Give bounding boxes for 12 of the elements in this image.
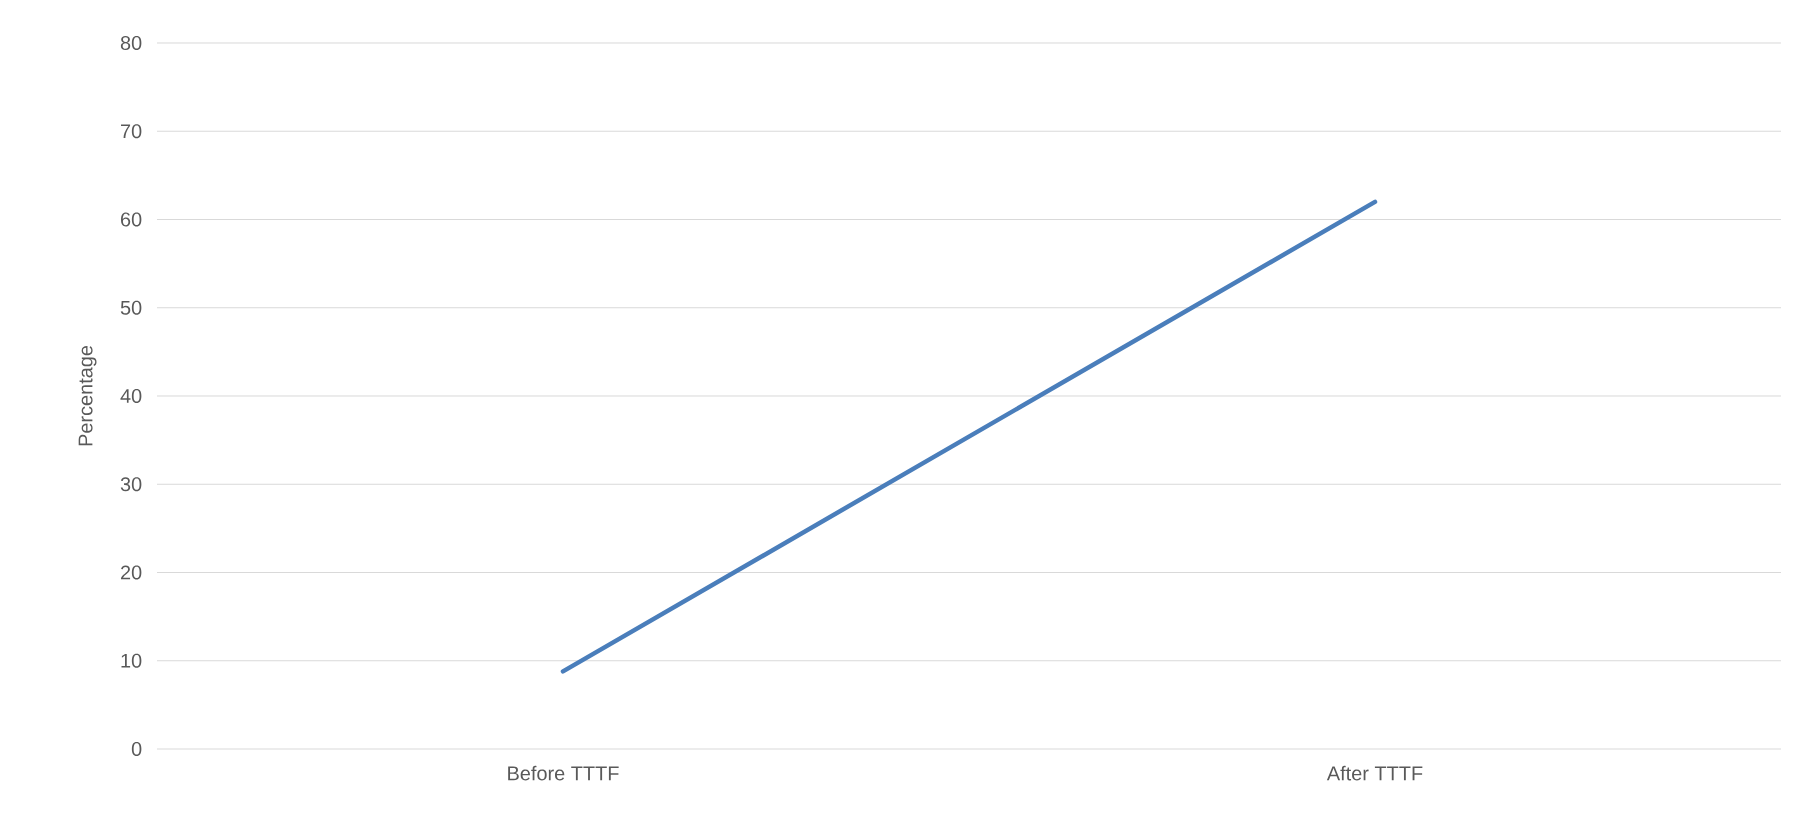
y-tick-label: 40 xyxy=(120,388,142,404)
y-tick-label: 60 xyxy=(121,212,142,227)
y-tick-label: 0 xyxy=(131,741,142,757)
y-tick-label: 70 xyxy=(121,124,142,139)
y-axis-title: Percentage xyxy=(78,345,97,446)
y-tick-label: 30 xyxy=(120,477,142,492)
y-tick-label: 80 xyxy=(120,35,142,51)
y-tick-label: 20 xyxy=(121,565,142,580)
x-tick-label: Before TTTF xyxy=(508,765,619,781)
x-tick-label: After TTTF xyxy=(1326,765,1423,781)
y-tick-label: 10 xyxy=(121,653,142,668)
y-tick-label: 50 xyxy=(120,300,142,315)
